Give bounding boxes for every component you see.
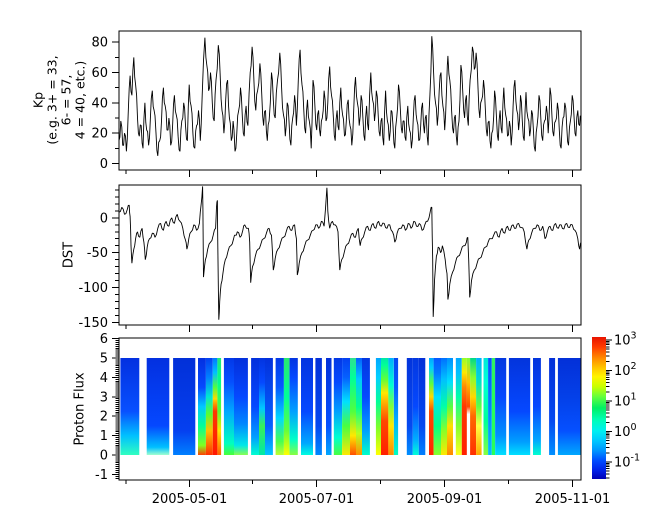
- y-tick-label: 40: [91, 96, 108, 111]
- colorbar-gradient: [592, 337, 606, 479]
- heatmap-strip: [441, 358, 447, 455]
- heatmap-strip: [173, 358, 196, 455]
- y-tick-label: 1: [100, 429, 108, 444]
- y-tick-label: -100: [78, 281, 108, 296]
- heatmap-strip: [350, 358, 356, 455]
- y-tick-label: 0: [100, 448, 108, 463]
- colorbar-tick-label: 101: [614, 392, 637, 410]
- x-tick-label: 2005-09-01: [407, 492, 483, 507]
- heatmap-strip: [476, 358, 482, 455]
- heatmap-strip: [508, 358, 531, 455]
- dst-axis-label: DST: [61, 241, 77, 269]
- heatmap-strip: [466, 358, 471, 455]
- heatmap-strip: [491, 358, 495, 455]
- x-tick-label: 2005-11-01: [535, 492, 611, 507]
- heatmap-strip: [433, 358, 441, 455]
- heatmap-strip: [412, 358, 419, 455]
- heatmap-strip: [259, 358, 265, 455]
- heatmap-strip: [301, 358, 313, 455]
- heatmap-strip: [283, 358, 290, 455]
- y-tick-label: 3: [100, 390, 108, 405]
- heatmap-strip: [549, 358, 556, 455]
- y-tick-label: -50: [87, 246, 108, 261]
- panel-frame-2: [118, 184, 582, 326]
- heatmap-strip: [455, 358, 462, 455]
- panel-frame-1: [118, 30, 582, 171]
- heatmap-strip: [375, 358, 381, 455]
- heatmap-strip: [483, 358, 489, 455]
- heatmap-strip: [120, 358, 140, 455]
- heatmap-strip: [381, 358, 389, 455]
- y-tick-label: -1: [95, 468, 108, 483]
- heatmap-strip: [234, 358, 248, 455]
- heatmap-strip: [418, 358, 426, 455]
- heatmap-strip: [393, 358, 399, 455]
- dst-series: [118, 186, 582, 320]
- kp-series: [118, 36, 582, 156]
- heatmap-strip: [315, 358, 322, 455]
- colorbar-tick-label: 100: [614, 422, 637, 440]
- heatmap-strip: [217, 358, 222, 455]
- heatmap-strip: [557, 358, 581, 455]
- heatmap-strip: [429, 358, 434, 455]
- heatmap-strip: [406, 358, 413, 455]
- colorbar-tick-label: 102: [614, 361, 637, 379]
- heatmap-strip: [495, 358, 507, 455]
- heatmap-strip: [205, 358, 213, 455]
- y-tick-label: 80: [91, 36, 108, 51]
- heatmap-strip: [470, 358, 477, 455]
- heatmap-strip: [212, 358, 218, 455]
- heatmap-strip: [362, 358, 370, 455]
- heatmap-strip: [356, 358, 362, 455]
- heatmap-strip: [461, 358, 467, 455]
- y-tick-label: 20: [91, 127, 108, 142]
- kp-axis-label-line-4: 4 = 40, etc.): [72, 60, 88, 140]
- heatmap-strip: [388, 358, 394, 455]
- colorbar-tick-label: 10-1: [614, 452, 640, 470]
- heatmap-strip: [146, 358, 170, 455]
- y-tick-label: 4: [100, 371, 108, 386]
- kp-axis-label-line-3: 6- = 57,: [58, 74, 74, 126]
- colorbar-tick-label: 103: [614, 330, 637, 348]
- heatmap-strip: [275, 358, 284, 455]
- heatmap-strip: [198, 358, 206, 455]
- y-tick-label: 60: [91, 66, 108, 81]
- panel-frame-3: [118, 337, 582, 481]
- y-tick-label: 0: [100, 157, 108, 172]
- heatmap-strip: [447, 358, 453, 455]
- heatmap-strip: [251, 358, 259, 455]
- heatmap-strip: [533, 358, 541, 455]
- heatmap-strip: [333, 358, 343, 455]
- y-tick-label: 2: [100, 410, 108, 425]
- heatmap-strip: [265, 358, 273, 455]
- y-tick-label: 6: [100, 332, 108, 347]
- x-tick-label: 2005-07-01: [279, 492, 355, 507]
- kp-axis-label-line-1: Kp: [30, 91, 46, 109]
- y-tick-label: 5: [100, 351, 108, 366]
- heatmap-strip: [488, 358, 492, 455]
- heatmap-strip: [289, 358, 298, 455]
- heatmap-strip: [342, 358, 350, 455]
- y-tick-label: -150: [78, 316, 108, 331]
- proton-flux-axis-label: Proton Flux: [72, 372, 88, 446]
- y-tick-label: 0: [100, 211, 108, 226]
- x-tick-label: 2005-05-01: [152, 492, 228, 507]
- kp-axis-label-line-2: (e.g. 3+ = 33,: [44, 55, 60, 145]
- heatmap-strip: [326, 358, 332, 455]
- heatmap-strip: [223, 358, 235, 455]
